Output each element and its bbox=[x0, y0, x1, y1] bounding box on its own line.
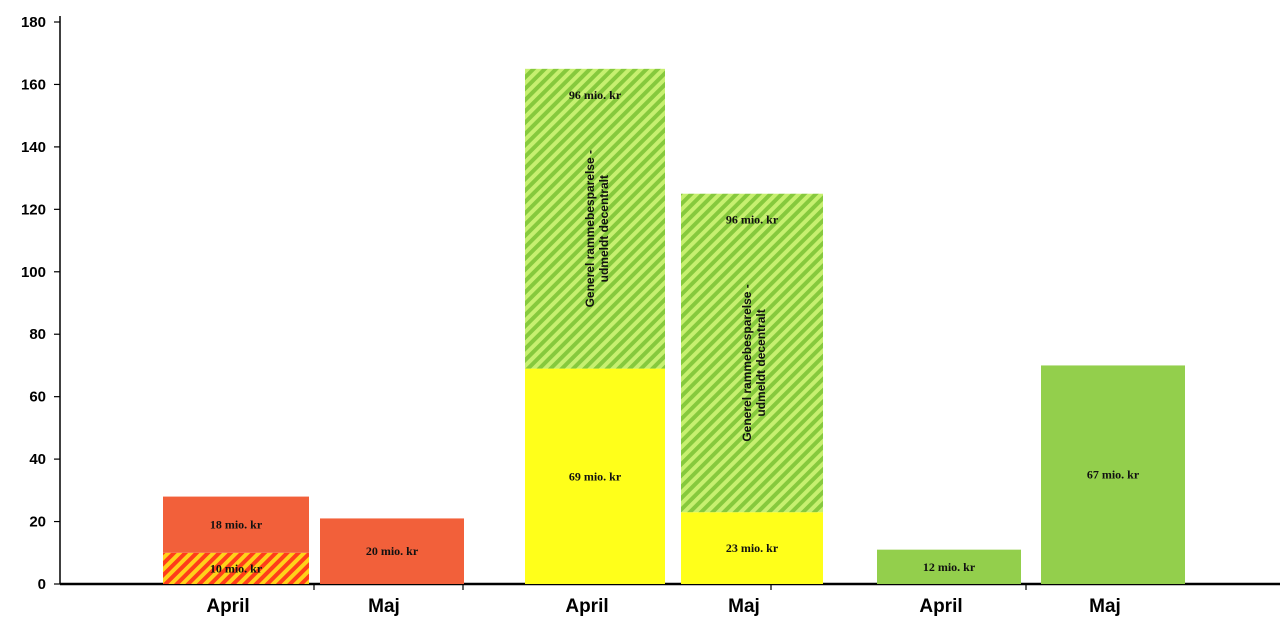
data-label: 96 mio. kr bbox=[569, 88, 622, 102]
bar-segment bbox=[525, 368, 665, 584]
y-tick-label: 160 bbox=[21, 76, 46, 93]
y-tick-label: 120 bbox=[21, 201, 46, 218]
vertical-label-line: Generel rammebesparelse - bbox=[583, 150, 597, 307]
data-label: 10 mio. kr bbox=[210, 561, 263, 575]
bar-segment bbox=[163, 496, 309, 553]
rotated-segment-label: Generel rammebesparelse - udmeldt decentr… bbox=[740, 284, 768, 441]
x-category-label: Maj bbox=[728, 596, 760, 617]
y-tick-label: 20 bbox=[29, 514, 46, 531]
chart-labels: 10 mio. kr 18 mio. kr April 20 mio. kr Maj 69… bbox=[206, 88, 1139, 617]
data-label: 20 mio. kr bbox=[366, 544, 419, 558]
rotated-segment-label: Generel rammebesparelse - udmeldt decentr… bbox=[583, 150, 611, 307]
y-tick-label: 0 bbox=[38, 576, 46, 593]
x-category-label: Maj bbox=[1089, 596, 1121, 617]
x-category-label: April bbox=[565, 596, 608, 617]
bar-segment bbox=[877, 549, 1021, 584]
y-tick-label: 60 bbox=[29, 389, 46, 406]
bar-segment bbox=[525, 68, 665, 369]
y-tick-label: 80 bbox=[29, 326, 46, 343]
data-label: 23 mio. kr bbox=[726, 541, 779, 555]
bar-segment bbox=[681, 193, 823, 513]
bar-segment bbox=[681, 512, 823, 584]
bar-segment bbox=[1041, 365, 1185, 584]
bar-segment bbox=[163, 552, 309, 584]
chart-bars bbox=[163, 68, 1185, 584]
y-tick-label: 140 bbox=[21, 139, 46, 156]
y-tick-label: 180 bbox=[21, 14, 46, 31]
vertical-label-line: udmeldt decentralt bbox=[754, 309, 768, 416]
x-category-label: Maj bbox=[368, 596, 400, 617]
data-label: 96 mio. kr bbox=[726, 213, 779, 227]
vertical-label-line: Generel rammebesparelse - bbox=[740, 284, 754, 441]
bar-segment bbox=[320, 518, 464, 584]
x-category-label: April bbox=[919, 596, 962, 617]
y-tick-label: 40 bbox=[29, 451, 46, 468]
data-label: 18 mio. kr bbox=[210, 518, 263, 532]
data-label: 67 mio. kr bbox=[1087, 468, 1140, 482]
vertical-label-line: udmeldt decentralt bbox=[597, 175, 611, 282]
y-tick-label: 100 bbox=[21, 264, 46, 281]
data-label: 12 mio. kr bbox=[923, 560, 976, 574]
x-category-label: April bbox=[206, 596, 249, 617]
data-label: 69 mio. kr bbox=[569, 469, 622, 483]
